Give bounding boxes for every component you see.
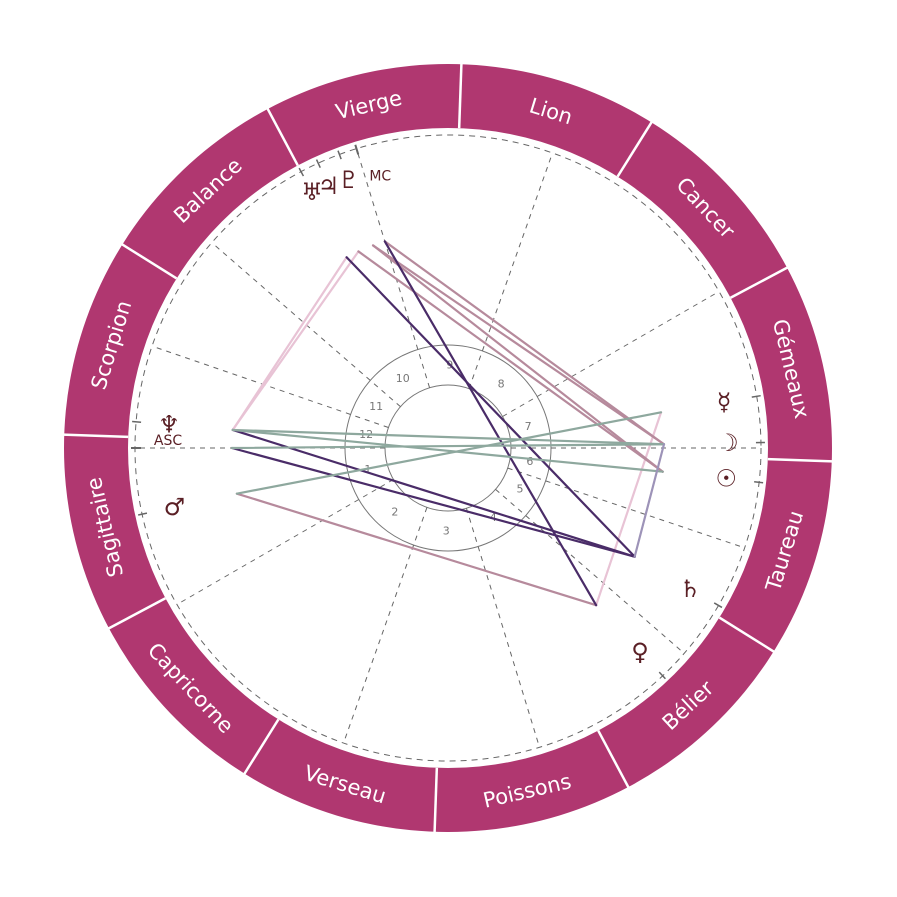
aspect-line-pluto-moon	[371, 244, 666, 446]
aspect-line-jupiter-sun	[357, 250, 664, 473]
house-cusp-10	[356, 148, 431, 388]
house-cusp-9	[468, 152, 553, 389]
aspect-line-asc-saturn	[230, 446, 636, 558]
sign-divider	[616, 120, 654, 178]
sign-divider	[718, 616, 776, 654]
house-cusp-11	[211, 242, 401, 408]
pluto-glyph-icon: ♇	[338, 166, 360, 194]
aspect-line-mc-moon	[383, 240, 666, 446]
house-number: 6	[526, 455, 533, 468]
house-number: 7	[525, 420, 532, 433]
house-number: 10	[396, 372, 410, 385]
mars-glyph-icon: ♂	[164, 493, 186, 521]
aspect-line-pluto-sun	[371, 244, 664, 473]
planet-tick-saturn	[713, 602, 723, 609]
sign-divider	[729, 266, 789, 299]
house-cusp-5	[495, 488, 685, 654]
mc-tick	[354, 144, 360, 155]
sign-divider	[767, 457, 833, 463]
aspect-line-uranus-saturn	[345, 256, 636, 558]
aspect-line-neptune-sun	[231, 428, 664, 473]
planet-tick-neptune	[132, 420, 142, 423]
aspect-line-mars-mercury	[235, 411, 663, 495]
mc-label: MC	[369, 168, 391, 184]
planet-tick-pluto	[337, 150, 342, 160]
saturn-glyph-icon: ♄	[679, 575, 701, 603]
sign-divider	[433, 767, 439, 833]
house-number: 2	[391, 505, 398, 518]
house-cusp-2	[176, 479, 394, 605]
jupiter-glyph-icon: ♃	[318, 172, 340, 200]
house-inner-circle	[384, 384, 512, 512]
aspect-line-neptune-moon	[231, 428, 666, 446]
house-cusp-8	[502, 291, 720, 417]
sign-divider	[242, 718, 280, 776]
aspect-line-mars-venus	[235, 492, 598, 607]
house-cusp-12	[151, 345, 389, 428]
planet-tick-uranus	[298, 167, 305, 177]
house-cusp-6	[507, 467, 745, 549]
uranus-glyph-icon: ♅	[301, 178, 323, 206]
aspect-line-neptune-jupiter	[231, 250, 360, 432]
house-number: 5	[517, 483, 524, 496]
sign-divider	[63, 433, 129, 439]
aspect-line-asc-moon	[230, 443, 666, 450]
sign-divider	[120, 242, 178, 280]
aspect-line-mc-venus	[383, 240, 598, 607]
house-cusp-4	[465, 508, 540, 748]
planet-tick-jupiter	[315, 159, 321, 169]
house-number: 8	[498, 378, 505, 391]
house-number: 3	[443, 524, 450, 537]
planet-tick-venus	[658, 671, 666, 680]
planet-tick-mars	[138, 512, 148, 516]
sign-divider	[266, 107, 299, 167]
sign-divider	[457, 63, 463, 129]
planet-tick-sun	[754, 481, 764, 484]
moon-glyph-icon: ☽	[717, 429, 739, 457]
aspect-line-moon-saturn	[633, 443, 666, 558]
sign-divider	[597, 729, 630, 789]
house-number: 11	[369, 400, 383, 413]
sun-glyph-icon: ☉	[716, 465, 738, 493]
mercury-glyph-icon: ☿	[717, 388, 732, 416]
sign-divider	[107, 597, 167, 630]
house-cusp-3	[343, 507, 428, 744]
inner-dashed-circle	[134, 134, 762, 762]
aspect-line-neptune-saturn	[231, 428, 636, 558]
asc-label: ASC	[154, 433, 182, 449]
neptune-glyph-icon: ♆	[158, 411, 180, 439]
planet-tick-mercury	[751, 394, 761, 398]
venus-glyph-icon: ♀	[631, 638, 649, 666]
